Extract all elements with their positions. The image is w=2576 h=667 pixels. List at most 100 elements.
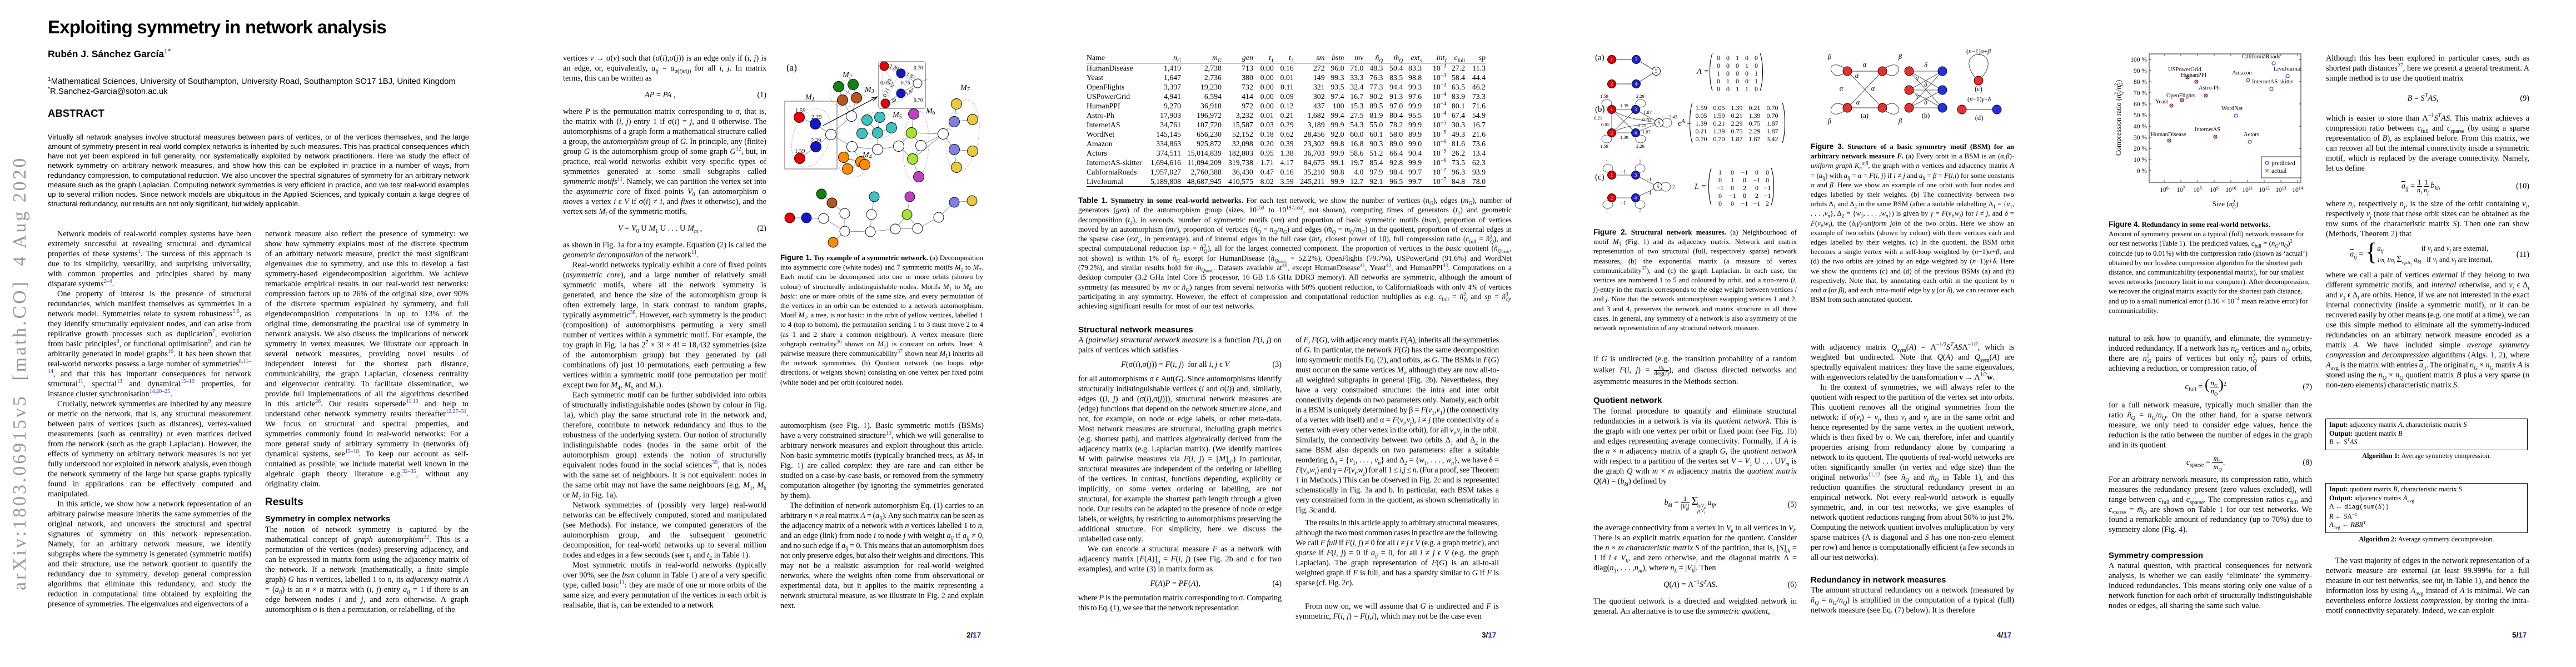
svg-text:4: 4 — [1635, 130, 1637, 136]
svg-text:0: 0 — [1736, 77, 1739, 85]
svg-text:0.70: 0.70 — [1642, 117, 1651, 122]
svg-text:0: 0 — [1731, 200, 1734, 207]
svg-text:γ: γ — [1916, 93, 1919, 99]
svg-text:(n−1)γ+δ: (n−1)γ+δ — [1967, 96, 1991, 103]
svg-text:0: 0 — [1731, 168, 1734, 176]
svg-text:M7: M7 — [960, 84, 970, 93]
svg-text:0.75: 0.75 — [1749, 120, 1761, 127]
svg-text:−1: −1 — [1729, 192, 1736, 200]
svg-text:0.75: 0.75 — [901, 81, 910, 86]
svg-text:2.29: 2.29 — [1749, 127, 1761, 135]
svg-text:1.59: 1.59 — [1600, 93, 1608, 99]
svg-text:2.29: 2.29 — [1636, 143, 1645, 149]
svg-text:eA =: eA = — [1678, 118, 1691, 128]
svg-text:(b): (b) — [1595, 105, 1605, 114]
svg-text:0.05: 0.05 — [1601, 122, 1610, 127]
svg-text:1.87: 1.87 — [1643, 109, 1652, 115]
svg-text:α: α — [1863, 61, 1867, 68]
svg-text:−1: −1 — [1753, 176, 1761, 184]
svg-text:1: 1 — [1726, 77, 1730, 85]
svg-text:3.42: 3.42 — [1669, 114, 1677, 120]
svg-text:3: 3 — [1635, 172, 1637, 178]
svg-text:1: 1 — [1745, 62, 1748, 69]
svg-text:β: β — [1898, 53, 1902, 61]
svg-text:0: 0 — [1726, 85, 1730, 93]
svg-text:actual: actual — [2271, 168, 2286, 175]
svg-text:2: 2 — [1755, 192, 1758, 200]
svg-text:107: 107 — [2176, 186, 2185, 193]
svg-text:M3: M3 — [864, 86, 874, 94]
svg-text:1: 1 — [1755, 77, 1758, 85]
svg-text:1: 1 — [1755, 69, 1758, 77]
svg-text:0: 0 — [1745, 69, 1748, 77]
svg-text:1.87: 1.87 — [1731, 135, 1743, 143]
svg-text:(n−1)α+β: (n−1)α+β — [1966, 49, 1991, 55]
svg-text:0: 0 — [1766, 176, 1769, 184]
svg-text:1: 1 — [1745, 85, 1748, 93]
svg-text:0.70: 0.70 — [914, 98, 923, 103]
svg-text:0: 0 — [1755, 54, 1758, 62]
svg-text:HumanPPI: HumanPPI — [2181, 72, 2207, 78]
svg-text:−1: −1 — [1646, 190, 1652, 196]
svg-text:3: 3 — [1635, 107, 1637, 112]
svg-text:0.70: 0.70 — [914, 66, 923, 71]
svg-text:0.75: 0.75 — [1731, 127, 1743, 135]
svg-text:2.29: 2.29 — [811, 115, 821, 121]
svg-text:1.87: 1.87 — [1767, 127, 1778, 135]
svg-text:108: 108 — [2193, 186, 2202, 193]
svg-text:2.29: 2.29 — [811, 138, 821, 144]
svg-text:1.59: 1.59 — [1713, 112, 1725, 120]
svg-text:2.29: 2.29 — [1731, 120, 1743, 127]
svg-text:α: α — [1856, 98, 1860, 106]
svg-text:OpenFlights: OpenFlights — [2166, 93, 2195, 99]
svg-text:0: 0 — [1731, 184, 1734, 192]
svg-text:0.75: 0.75 — [1638, 123, 1646, 128]
svg-text:0: 0 — [1755, 62, 1758, 69]
svg-text:(c): (c) — [1975, 85, 1982, 93]
svg-text:2: 2 — [1611, 81, 1613, 87]
svg-text:5: 5 — [1658, 120, 1661, 126]
svg-text:L =: L = — [1694, 182, 1706, 191]
svg-text:Astro-Ph: Astro-Ph — [2199, 85, 2220, 91]
svg-text:1.39: 1.39 — [1731, 104, 1743, 112]
svg-text:USPowerGrid: USPowerGrid — [2168, 67, 2201, 73]
svg-text:0.70: 0.70 — [1767, 104, 1778, 112]
svg-text:70 %: 70 % — [2134, 90, 2147, 97]
svg-text:2: 2 — [1639, 208, 1642, 213]
svg-text:1.39: 1.39 — [1620, 103, 1628, 108]
svg-text:30 %: 30 % — [2134, 135, 2147, 141]
svg-text:5: 5 — [1657, 184, 1660, 190]
svg-text:0: 0 — [1755, 184, 1758, 192]
svg-text:(c): (c) — [1595, 173, 1605, 182]
svg-text:3: 3 — [1635, 57, 1638, 62]
svg-text:HumanDisease: HumanDisease — [2151, 132, 2186, 138]
svg-text:0: 0 — [1766, 168, 1769, 176]
svg-text:(a): (a) — [786, 62, 797, 73]
svg-text:α: α — [1840, 84, 1843, 92]
svg-text:1014: 1014 — [2292, 186, 2303, 193]
svg-text:0: 0 — [1726, 54, 1730, 62]
svg-text:−1: −1 — [1621, 200, 1626, 206]
svg-text:0: 0 — [1755, 85, 1758, 93]
svg-text:80 %: 80 % — [2134, 79, 2147, 86]
svg-text:0: 0 — [1726, 69, 1730, 77]
svg-text:β: β — [1827, 53, 1832, 61]
svg-text:0: 0 — [1743, 176, 1746, 184]
svg-text:90 %: 90 % — [2134, 68, 2147, 74]
svg-text:−1: −1 — [1753, 200, 1761, 207]
svg-text:0: 0 — [1736, 62, 1739, 69]
svg-text:1011: 1011 — [2242, 186, 2253, 193]
svg-text:0 %: 0 % — [2137, 168, 2148, 175]
svg-text:1: 1 — [1606, 208, 1608, 213]
svg-text:δ: δ — [1924, 81, 1927, 88]
svg-text:0.05: 0.05 — [880, 81, 890, 86]
svg-text:10 %: 10 % — [2134, 157, 2147, 163]
svg-text:1.59: 1.59 — [1696, 104, 1707, 112]
svg-text:40 %: 40 % — [2134, 123, 2147, 130]
svg-text:predicted: predicted — [2271, 160, 2295, 167]
svg-text:1: 1 — [1606, 159, 1608, 165]
svg-text:2.29: 2.29 — [1636, 93, 1645, 99]
svg-text:1: 1 — [1736, 54, 1739, 62]
svg-text:InternetAS: InternetAS — [2195, 127, 2220, 133]
svg-text:0: 0 — [1717, 62, 1720, 69]
